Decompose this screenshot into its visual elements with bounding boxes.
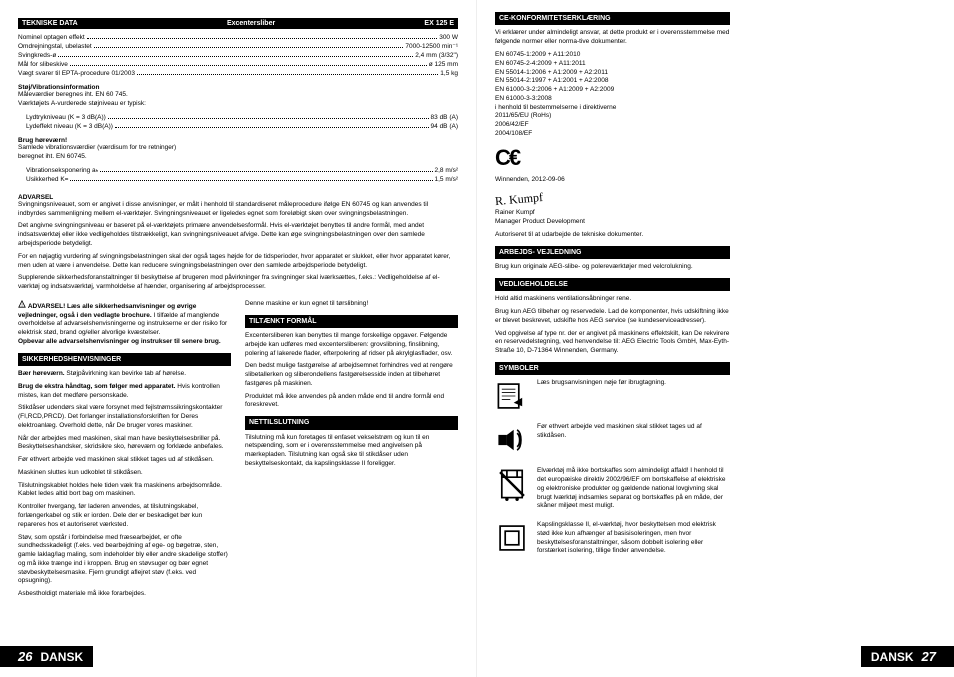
symbol-text: Før ethvert arbejde ved maskinen skal st…: [537, 423, 730, 441]
symbol-text: Kapslingsklasse II, el-værktøj, hvor bes…: [537, 521, 730, 556]
symbol-icon: [495, 379, 529, 413]
noise-table: Lydtrykniveau (K = 3 dB(A))83 dB (A)Lyde…: [18, 113, 458, 131]
sig-auth: Autoriseret til at udarbejde de tekniske…: [495, 231, 730, 240]
symbol-row: Kapslingsklasse II, el-værktøj, hvor bes…: [495, 521, 730, 556]
arb-para: Brug kun originale AEG-slibe- og polerev…: [495, 263, 730, 272]
right-col1: CE-KONFORMITETSERKLÆRING Vi erklærer und…: [495, 12, 730, 566]
tech-col1: TEKNISKE DATA: [22, 20, 78, 27]
symbol-row: Læs brugsanvisningen nøje før ibrugtagni…: [495, 379, 730, 413]
ved-paras: Hold altid maskinens ventilationsåbninge…: [495, 295, 730, 356]
sikker-head: SIKKERHEDSHENVISNINGER: [18, 353, 231, 366]
tech-col3: EX 125 E: [424, 20, 454, 27]
net-head: NETTILSLUTNING: [245, 416, 458, 429]
vib-table: Vibrationseksponering aₕ2,8 m/s²Usikkerh…: [18, 166, 458, 184]
page-num-27: 27: [922, 649, 936, 664]
left-col2: Denne maskine er kun egnet til tørslibni…: [245, 300, 458, 603]
symbol-icon: [495, 467, 529, 501]
page-27: CE-KONFORMITETSERKLÆRING Vi erklærer und…: [477, 0, 954, 677]
symbol-icon: [495, 423, 529, 457]
tech-col2: Excentersliber: [227, 20, 275, 27]
symbol-row: Elværktøj må ikke bortskaffes som almind…: [495, 467, 730, 511]
right-col2-spacer: [744, 12, 936, 566]
warn-block: ! ADVARSEL! Læs alle sikkerhedsanvisning…: [18, 300, 231, 347]
warning-icon: !: [18, 300, 26, 308]
left-col1: ! ADVARSEL! Læs alle sikkerhedsanvisning…: [18, 300, 231, 603]
arb-head: ARBEJDS- VEJLEDNING: [495, 246, 730, 259]
symbol-text: Læs brugsanvisningen nøje før ibrugtagni…: [537, 379, 730, 388]
footer-right: DANSK 27: [861, 646, 954, 667]
sikker-paras: Bær høreværn. Støjpåvirkning kan bevirke…: [18, 370, 231, 599]
sym-head: SYMBOLER: [495, 362, 730, 375]
tech-table: Nominel optagen effekt300 WOmdrejningsta…: [18, 33, 458, 78]
wear-protection: Brug høreværn!: [18, 137, 458, 144]
ce-loc: Winnenden, 2012-09-06: [495, 176, 730, 185]
footer-lang-right: DANSK: [871, 650, 914, 664]
symbols-list: Læs brugsanvisningen nøje før ibrugtagni…: [495, 379, 730, 556]
page-num-26: 26: [18, 649, 32, 664]
advarsel-paras: Svingningsniveauet, som er angivet i dis…: [18, 201, 458, 292]
ce-norms: EN 60745-1:2009 + A11:2010EN 60745-2-4:2…: [495, 51, 730, 139]
footer-left: 26 DANSK: [0, 646, 93, 667]
vib-intro: Samlede vibrationsværdier (værdisum for …: [18, 144, 458, 162]
ved-head: VEDLIGEHOLDELSE: [495, 278, 730, 291]
ce-mark-icon: C€: [495, 143, 730, 173]
net-para: Tilslutning må kun foretages til enfaset…: [245, 434, 458, 469]
sig-title: Manager Product Development: [495, 218, 730, 227]
footer-lang-left: DANSK: [40, 650, 83, 664]
tech-data-header: TEKNISKE DATA Excentersliber EX 125 E: [18, 18, 458, 29]
symbol-icon: [495, 521, 529, 555]
tilt-head: TILTÆNKT FORMÅL: [245, 315, 458, 328]
page-26: TEKNISKE DATA Excentersliber EX 125 E No…: [0, 0, 477, 677]
ce-head: CE-KONFORMITETSERKLÆRING: [495, 12, 730, 25]
ce-para: Vi erklærer under almindeligt ansvar, at…: [495, 29, 730, 47]
advarsel-head: ADVARSEL: [18, 194, 458, 201]
col2-intro: Denne maskine er kun egnet til tørslibni…: [245, 300, 458, 309]
sig-name: Rainer Kumpf: [495, 209, 730, 218]
noise-intro: Måleværdier beregnes iht. EN 60 745.Værk…: [18, 91, 458, 109]
signature-icon: R. Kumpf: [494, 189, 543, 209]
tilt-paras: Excentersliberen kan benyttes til mange …: [245, 332, 458, 410]
symbol-row: Før ethvert arbejde ved maskinen skal st…: [495, 423, 730, 457]
symbol-text: Elværktøj må ikke bortskaffes som almind…: [537, 467, 730, 511]
svg-text:!: !: [21, 302, 22, 308]
